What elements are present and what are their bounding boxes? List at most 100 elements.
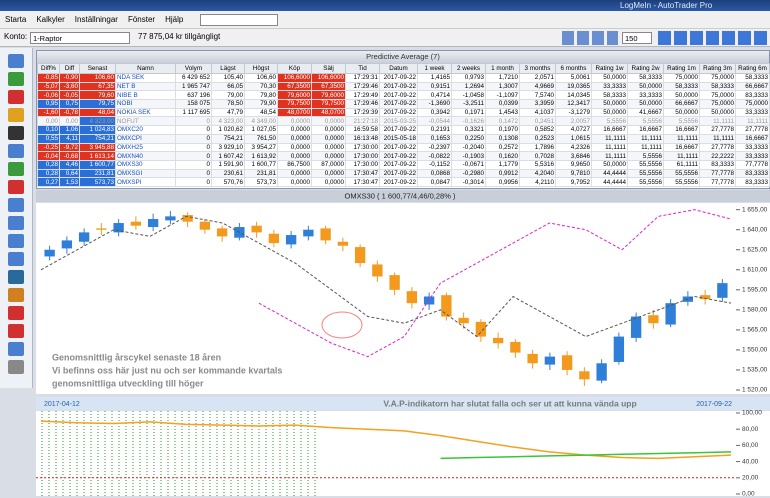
table-row[interactable]: -0,04 -0,68 1 613,14 OMXN40 0 1 607,42 1 613,9… xyxy=(37,151,770,161)
candle-body xyxy=(699,295,711,300)
table-title: Predictive Average (7) xyxy=(37,51,769,63)
sidebar-icon[interactable] xyxy=(8,144,24,158)
sidebar-icon[interactable] xyxy=(8,108,24,122)
candle-body xyxy=(268,233,280,244)
sidebar-icon[interactable] xyxy=(8,180,24,194)
y-tick-label: 20,00 xyxy=(742,475,759,482)
table-row[interactable]: -1,60 -0,78 48,04 NOKIA SEK 1 117 695 47,79 48… xyxy=(37,107,770,118)
sidebar-icon[interactable] xyxy=(8,306,24,320)
y-tick-label: 60,00 xyxy=(742,442,759,449)
candle-body xyxy=(61,240,73,249)
table-cell: 83,3333 xyxy=(735,177,770,187)
candle-body xyxy=(147,219,159,228)
account-select[interactable]: 1-Raptor xyxy=(30,32,130,44)
title-bar: LogMeIn - AutoTrader Pro xyxy=(0,0,770,11)
candle-body xyxy=(475,321,487,337)
y-tick-label: 1 580,00 xyxy=(742,307,768,314)
candle-body xyxy=(510,341,521,353)
sidebar-icon[interactable] xyxy=(8,234,24,248)
candle-body xyxy=(648,315,659,324)
y-tick-label: 0,00 xyxy=(742,491,755,498)
sidebar-icon[interactable] xyxy=(8,162,24,176)
candle-body xyxy=(596,363,607,381)
sidebar-icon[interactable] xyxy=(8,342,24,356)
y-tick-label: 80,00 xyxy=(742,426,759,433)
menu-item[interactable]: Hjälp xyxy=(165,15,184,24)
candle-body xyxy=(130,221,142,226)
candle-body xyxy=(337,241,349,246)
menu-item[interactable]: Starta xyxy=(5,15,27,24)
candle-body xyxy=(372,264,383,277)
candle-body xyxy=(579,371,590,380)
annotation: Vi befinns oss här just nu och ser komma… xyxy=(52,365,282,375)
indicator-line xyxy=(40,420,732,460)
zoom-buttons[interactable] xyxy=(562,31,618,45)
candle-body xyxy=(165,216,176,221)
timeframe-buttons[interactable] xyxy=(658,31,768,45)
overlay-line xyxy=(40,215,732,338)
candle-body xyxy=(320,228,331,241)
symbol-select[interactable] xyxy=(200,14,278,26)
table-row[interactable]: 0,10 1,06 1 024,83 OMXC20 0 1 020,62 1 027,05 0… xyxy=(37,125,770,135)
indicator-title: V.A.P-indikatorn har slutat falla och se… xyxy=(383,398,636,408)
sidebar-icon[interactable] xyxy=(8,90,24,104)
menu-item[interactable]: Kalkyler xyxy=(36,15,65,24)
chart-title: OMXS30 ( 1 600,77/4,46/0,28% ) xyxy=(345,191,456,200)
candle-body xyxy=(630,316,642,338)
date-label: 2017-09-22 xyxy=(696,401,732,408)
balance: 77 875,04 kr tillgängligt xyxy=(138,32,221,41)
table-row[interactable]: 0,00 0,00 4 323,00 NOFUT 0 4 323,00 4 349,00 0,… xyxy=(37,116,770,127)
y-tick-label: 1 520,00 xyxy=(742,387,768,394)
y-tick-label: 1 595,00 xyxy=(742,287,768,294)
table-window: Predictive Average (7) Diff% Diff Senast Na… xyxy=(36,50,770,189)
y-tick-label: 1 550,00 xyxy=(742,347,768,354)
date-label: 2017-04-12 xyxy=(44,401,80,408)
candle-body xyxy=(544,356,556,365)
menu-item[interactable]: Inställningar xyxy=(74,15,118,24)
account-bar: Konto: 1-Raptor 77 875,04 kr tillgänglig… xyxy=(0,29,770,47)
sidebar-icon[interactable] xyxy=(8,126,24,140)
sidebar-icon[interactable] xyxy=(8,216,24,230)
sidebar-icon[interactable] xyxy=(8,252,24,266)
candle-body xyxy=(251,225,262,233)
table-row[interactable]: 0,27 1,53 573,73 OMXSPI 0 570,76 573,73 0,0000 0… xyxy=(37,177,770,187)
sidebar-icon[interactable] xyxy=(8,198,24,212)
candle-body xyxy=(527,353,538,364)
table-row[interactable]: 0,95 0,75 79,75 NOBI 158 075 78,50 79,90 79,750… xyxy=(37,99,770,109)
chart-title-bar xyxy=(36,190,770,202)
candle-body xyxy=(354,247,366,264)
table-row[interactable]: -0,25 -9,72 3 945,88 OMXH25 0 3 929,10 3 954,2… xyxy=(37,142,770,153)
y-tick-label: 1 565,00 xyxy=(742,327,768,334)
candle-body xyxy=(389,275,400,290)
zoom-input[interactable]: 150 xyxy=(622,32,652,44)
sidebar-icon[interactable] xyxy=(8,54,24,68)
indicator-line xyxy=(440,451,732,460)
candle-body xyxy=(613,336,625,362)
y-tick-label: 1 610,00 xyxy=(742,267,768,274)
sidebar-icon[interactable] xyxy=(8,288,24,302)
sidebar-icon[interactable] xyxy=(8,72,24,86)
window-title: LogMeIn - AutoTrader Pro xyxy=(620,1,713,10)
candle-body xyxy=(199,221,211,230)
candle-body xyxy=(113,223,124,233)
sidebar xyxy=(0,48,33,388)
candle-body xyxy=(303,229,314,237)
candle-body xyxy=(665,303,676,325)
y-tick-label: 1 655,00 xyxy=(742,206,768,213)
y-tick-label: 100,00 xyxy=(742,410,762,417)
candle-body xyxy=(441,295,452,317)
y-tick-label: 1 535,00 xyxy=(742,367,768,374)
highlight xyxy=(321,311,363,339)
sidebar-icon[interactable] xyxy=(8,360,24,374)
sidebar-icon[interactable] xyxy=(8,324,24,338)
candle-body xyxy=(216,228,228,237)
sidebar-icon[interactable] xyxy=(8,270,24,284)
annotation: Genomsnittlig årscykel senaste 18 åren xyxy=(52,352,221,362)
y-tick-label: 1 625,00 xyxy=(742,246,768,253)
table-row[interactable]: -0,85 -0,90 106,60 NDA SEK 6 429 652 105,40 10… xyxy=(37,73,770,83)
menu-item[interactable]: Fönster xyxy=(127,15,156,24)
column-header[interactable]: Rating 6m xyxy=(735,63,770,74)
candle-body xyxy=(458,317,469,324)
